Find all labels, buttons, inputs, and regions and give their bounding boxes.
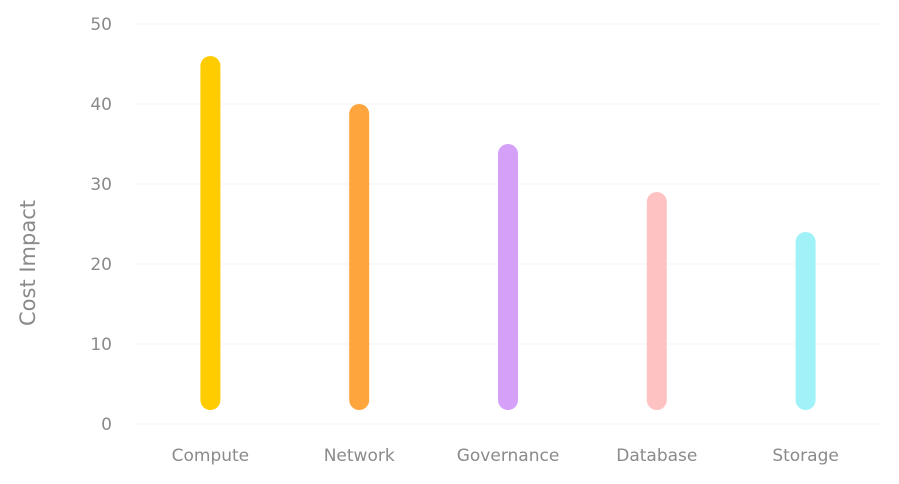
- bars: [200, 56, 816, 410]
- x-tick-label-storage: Storage: [772, 446, 839, 466]
- bar-database: [646, 192, 667, 410]
- bar-governance: [498, 144, 518, 410]
- y-tick-label-1: 10: [90, 335, 112, 355]
- x-axis-ticks: Compute Network Governance Database Storage: [172, 446, 839, 466]
- y-axis-title: Cost Impact: [16, 200, 40, 326]
- x-tick-label-database: Database: [616, 446, 697, 466]
- y-tick-label-5: 50: [90, 15, 112, 35]
- y-tick-label-2: 20: [90, 255, 112, 275]
- x-tick-label-network: Network: [324, 446, 395, 466]
- bar-network: [349, 104, 370, 410]
- y-tick-label-3: 30: [90, 175, 112, 195]
- y-axis-ticks: 0 10 20 30 40 50: [90, 15, 112, 435]
- x-tick-label-governance: Governance: [457, 446, 560, 466]
- y-tick-label-4: 40: [90, 95, 112, 115]
- bar-storage: [795, 232, 816, 410]
- y-tick-label-0: 0: [101, 415, 112, 435]
- bar-compute: [200, 56, 221, 410]
- x-tick-label-compute: Compute: [172, 446, 250, 466]
